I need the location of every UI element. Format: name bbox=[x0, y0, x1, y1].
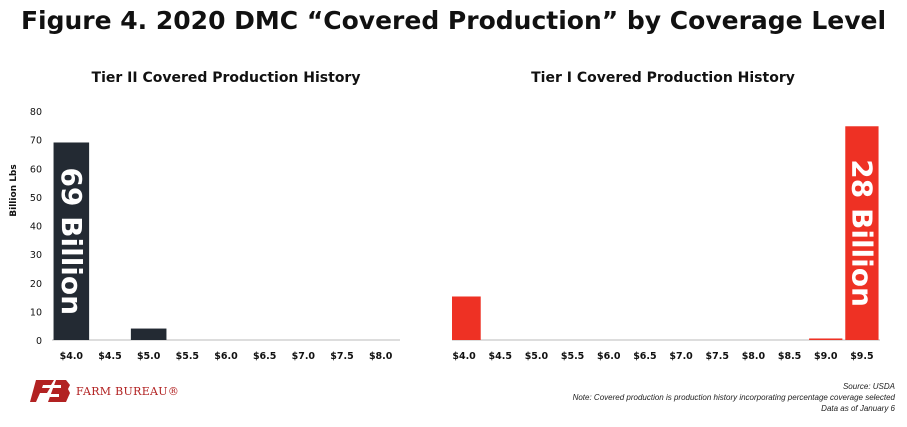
x-tick-label: $8.5 bbox=[778, 351, 801, 362]
bar bbox=[809, 338, 843, 340]
x-tick-label: $8.0 bbox=[742, 351, 766, 362]
x-tick-label: $6.5 bbox=[253, 351, 276, 362]
farm-bureau-logo-icon bbox=[30, 380, 70, 402]
footer-notes: Source: USDA Note: Covered production is… bbox=[573, 381, 895, 414]
y-tick-label: 80 bbox=[30, 107, 42, 118]
chart-title: Tier I Covered Production History bbox=[531, 70, 795, 86]
x-tick-label: $5.0 bbox=[137, 351, 161, 362]
bar bbox=[53, 142, 90, 340]
x-tick-label: $4.0 bbox=[452, 351, 476, 362]
tier-ii-chart: Tier II Covered Production History Billio… bbox=[9, 70, 400, 362]
source-text: Source: USDA bbox=[842, 382, 895, 391]
x-tick-label: $6.0 bbox=[597, 351, 621, 362]
x-tick-label: $9.5 bbox=[850, 351, 873, 362]
y-tick-label: 30 bbox=[30, 250, 42, 261]
chart-title: Tier II Covered Production History bbox=[92, 70, 361, 86]
x-tick-label: $5.5 bbox=[561, 351, 584, 362]
x-tick-label: $6.5 bbox=[633, 351, 656, 362]
y-tick-label: 50 bbox=[30, 193, 42, 204]
bar-data-label: 28 Billion bbox=[845, 159, 878, 307]
data-as-of-text: Data as of January 6 bbox=[821, 404, 895, 413]
x-tick-label: $9.0 bbox=[814, 351, 838, 362]
x-tick-label: $6.0 bbox=[214, 351, 238, 362]
y-tick-label: 0 bbox=[36, 336, 42, 347]
brand-name: FARM BUREAU® bbox=[76, 384, 180, 398]
x-tick-label: $4.5 bbox=[98, 351, 121, 362]
x-tick-label: $7.5 bbox=[330, 351, 353, 362]
y-axis-label: Billion Lbs bbox=[9, 164, 19, 216]
bar bbox=[845, 126, 879, 341]
y-tick-label: 40 bbox=[30, 222, 42, 233]
x-tick-label: $7.0 bbox=[292, 351, 316, 362]
farm-bureau-logo: FARM BUREAU® bbox=[30, 380, 179, 402]
x-tick-label: $8.0 bbox=[369, 351, 393, 362]
page-title: Figure 4. 2020 DMC “Covered Production” … bbox=[20, 6, 887, 35]
x-tick-label: $5.5 bbox=[176, 351, 199, 362]
x-tick-label: $4.5 bbox=[489, 351, 512, 362]
x-tick-label: $7.0 bbox=[669, 351, 693, 362]
y-tick-label: 70 bbox=[30, 136, 42, 147]
y-tick-label: 20 bbox=[30, 279, 42, 290]
x-tick-label: $5.0 bbox=[525, 351, 549, 362]
bar bbox=[452, 296, 481, 340]
note-text: Note: Covered production is production h… bbox=[572, 393, 895, 402]
y-tick-label: 10 bbox=[30, 307, 42, 318]
tier-i-chart: Tier I Covered Production HistoryBillion… bbox=[452, 70, 880, 362]
x-tick-label: $7.5 bbox=[706, 351, 729, 362]
bar-data-label: 69 Billion bbox=[55, 167, 88, 315]
bar bbox=[130, 328, 167, 340]
x-tick-label: $4.0 bbox=[60, 351, 84, 362]
y-tick-label: 60 bbox=[30, 164, 42, 175]
